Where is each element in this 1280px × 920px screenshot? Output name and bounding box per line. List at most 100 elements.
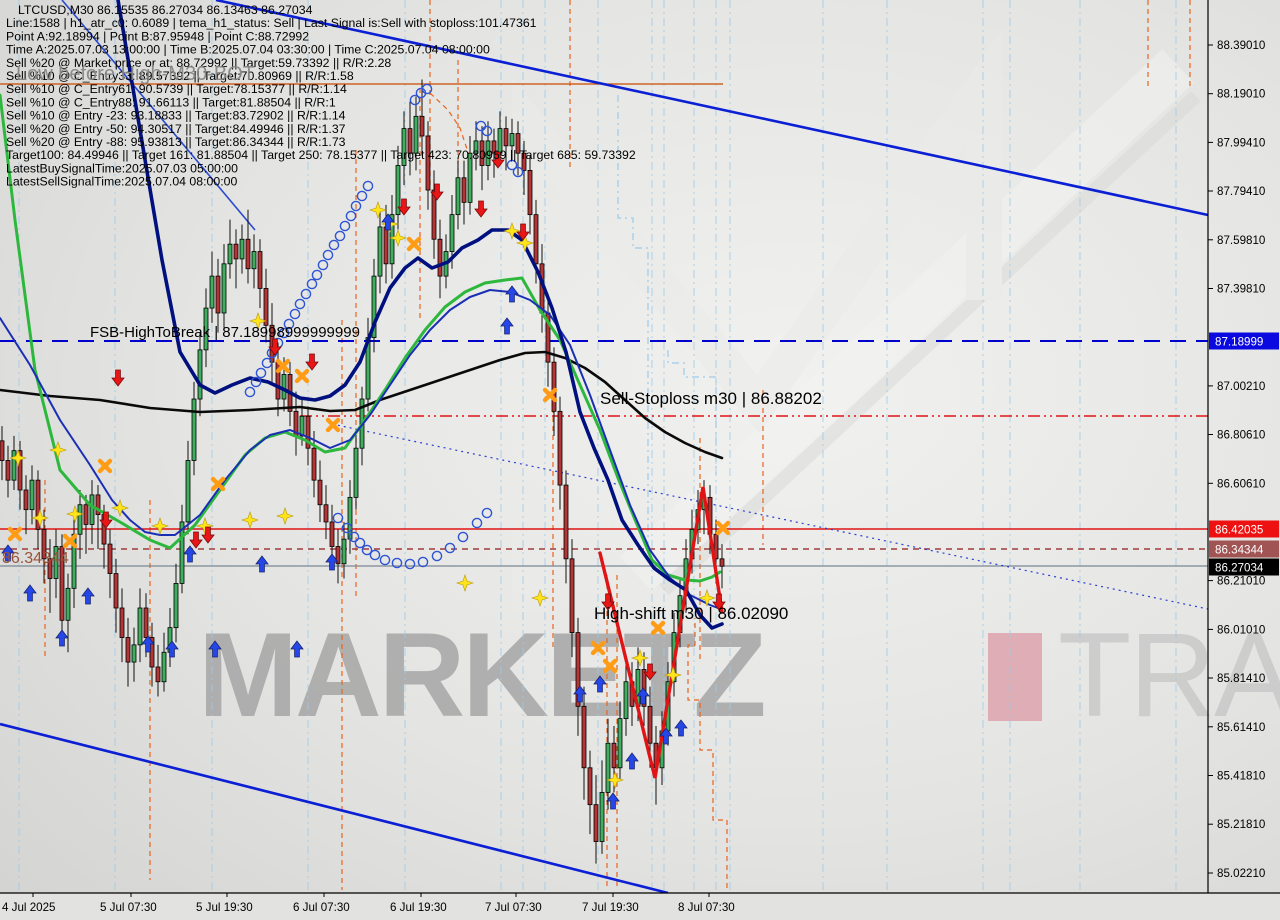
signal-circle — [512, 166, 524, 178]
star-marker — [503, 222, 521, 240]
star-marker — [531, 589, 549, 607]
label-sell-stoploss[interactable]: Sell-Stoploss m30 | 86.88202 — [600, 389, 822, 408]
candle-body — [467, 152, 473, 203]
y-axis-tick-label: 86.60610 — [1217, 477, 1265, 490]
blue-trail — [617, 95, 649, 560]
candle-body — [587, 767, 593, 806]
sell-arrow — [491, 151, 505, 169]
buy-arrow — [255, 555, 269, 573]
signal-circle — [294, 298, 306, 310]
candle-body — [245, 238, 251, 270]
info-line: Sell %10 @ Entry -23: 93.18833 || Target… — [6, 109, 346, 123]
ma-fast-green — [0, 93, 722, 583]
signal-circle — [332, 512, 344, 524]
cross-marker — [542, 387, 558, 403]
cross-marker — [602, 658, 618, 674]
cross-marker — [210, 476, 226, 492]
cross-marker — [294, 368, 310, 384]
signal-circle — [317, 259, 329, 271]
candle-body — [53, 546, 59, 579]
label-fsb-high-to-break[interactable]: FSB-HighToBreak | 87.18998999999999 — [90, 324, 360, 341]
signal-circle — [417, 556, 429, 568]
signal-circle — [457, 531, 469, 543]
overlay-banner: Low before High-M30-BOT — [16, 63, 255, 85]
candle-body — [557, 410, 563, 486]
candle-body — [191, 398, 197, 461]
signal-circle — [300, 288, 312, 300]
candle-body — [11, 450, 17, 481]
buy-arrow — [208, 640, 222, 658]
signal-circle — [283, 318, 295, 330]
price-axis[interactable]: 88.39010 88.19010 87.99410 87.79410 87.59810… — [1208, 39, 1279, 880]
cross-marker — [406, 236, 422, 252]
buy-arrow — [55, 629, 69, 647]
buy-arrow — [659, 727, 673, 745]
buy-arrow — [81, 587, 95, 605]
sell-arrow — [712, 593, 726, 611]
buy-arrow — [183, 545, 197, 563]
chart-canvas[interactable] — [0, 0, 1209, 895]
star-marker — [276, 507, 294, 525]
star-marker — [196, 517, 214, 535]
y-axis-tick-label: 87.99410 — [1217, 136, 1265, 149]
candle-body — [377, 226, 383, 277]
trendline — [61, 0, 256, 231]
star-marker — [31, 509, 49, 527]
candle-body — [233, 243, 239, 260]
candle-body — [533, 214, 539, 265]
x-axis-label: 5 Jul 19:30 — [196, 901, 253, 914]
info-line: Target100: 84.49946 || Target 161: 81.88… — [6, 148, 636, 162]
price-badge-label: 87.18999 — [1215, 336, 1263, 349]
watermark-m-swoosh — [620, 49, 1194, 591]
candle-body — [137, 607, 143, 646]
cross-marker — [7, 526, 23, 542]
candle-body — [479, 140, 485, 166]
info-line: Sell %20 @ Entry -50: 94.30517 || Target… — [6, 122, 346, 136]
sell-arrow — [474, 200, 488, 218]
sell-arrow — [516, 223, 530, 241]
star-marker — [241, 511, 259, 529]
info-line: Time A:2025.07.03 13:00:00 | Time B:2025… — [6, 43, 490, 57]
candle-body — [299, 415, 305, 437]
time-axis[interactable]: 4 Jul 2025 5 Jul 07:30 5 Jul 19:30 6 Jul 07… — [2, 893, 735, 914]
signal-circle — [444, 542, 456, 554]
candle-body — [515, 133, 521, 154]
candle-body — [461, 177, 467, 203]
candle-body — [119, 607, 125, 638]
star-marker — [49, 441, 67, 459]
buy-arrow — [674, 719, 688, 737]
info-line: LTCUSD,M30 86.15535 86.27034 86.13463 86… — [18, 3, 313, 17]
candle-body — [17, 450, 23, 491]
time-axis-strip[interactable] — [0, 893, 1280, 920]
signal-circle — [339, 220, 351, 232]
label-high-shift[interactable]: High-shift m30 | 86.02090 — [594, 604, 788, 623]
signal-circle — [250, 376, 262, 388]
candle-body — [353, 447, 359, 498]
signal-circle — [255, 367, 267, 379]
signal-circle — [261, 357, 273, 369]
y-axis-tick-label: 85.02210 — [1217, 867, 1265, 880]
star-marker — [111, 499, 129, 517]
candle-body — [605, 742, 611, 793]
candle-body — [581, 705, 587, 769]
candle-body — [401, 128, 407, 166]
info-line: Sell %10 @ C_Entry61: 90.5739 || Target:… — [6, 82, 347, 96]
signal-circle — [481, 125, 493, 137]
zigzag-line — [598, 486, 724, 779]
candle-body — [611, 742, 617, 769]
candle-body — [329, 521, 335, 547]
candle-body — [419, 115, 425, 137]
star-marker — [631, 649, 649, 667]
candle-body — [83, 504, 89, 525]
candle-body — [185, 460, 191, 523]
signal-circle — [356, 190, 368, 202]
signal-circle — [431, 550, 443, 562]
candle-body — [281, 374, 287, 400]
cross-marker — [715, 520, 731, 536]
y-axis-tick-label: 85.61410 — [1217, 721, 1265, 734]
signal-circle — [379, 554, 391, 566]
candle-body — [395, 165, 401, 216]
buy-arrow — [573, 685, 587, 703]
signal-circle — [350, 200, 362, 212]
